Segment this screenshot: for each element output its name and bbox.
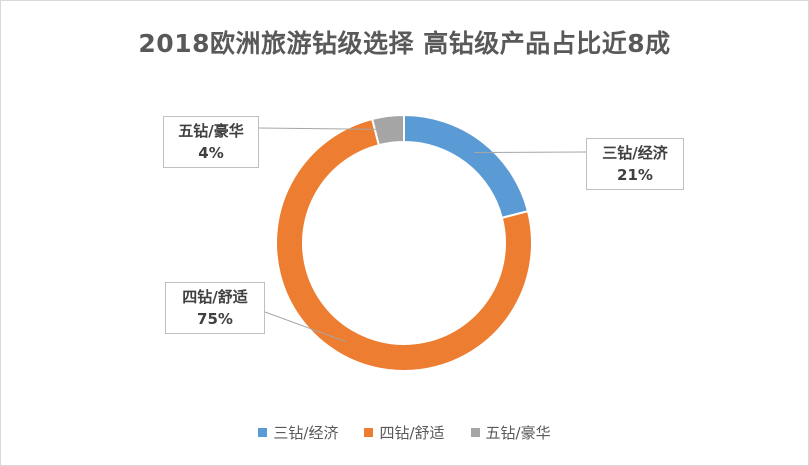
legend-item-three-diamond: 三钻/经济 (258, 422, 338, 443)
legend-item-four-diamond: 四钻/舒适 (364, 422, 445, 443)
legend-label: 四钻/舒适 (379, 424, 445, 442)
data-label-percent: 21% (617, 166, 653, 184)
doughnut-slice-four-diamond (275, 117, 533, 372)
data-label-four-diamond: 四钻/舒适 75% (165, 282, 265, 334)
doughnut-slice-five-diamond (370, 113, 405, 147)
leader-line-five-diamond (258, 127, 390, 130)
data-label-name: 三钻/经济 (602, 144, 668, 162)
leader-line-three-diamond (474, 151, 587, 154)
data-label-three-diamond: 三钻/经济 21% (586, 138, 684, 190)
data-label-name: 五钻/豪华 (178, 122, 244, 140)
legend-swatch (258, 428, 268, 437)
data-label-percent: 75% (197, 310, 233, 328)
legend: 三钻/经济 四钻/舒适 五钻/豪华 (0, 422, 809, 443)
data-label-percent: 4% (198, 144, 224, 162)
legend-label: 三钻/经济 (273, 424, 339, 442)
data-label-five-diamond: 五钻/豪华 4% (163, 116, 259, 168)
legend-label: 五钻/豪华 (485, 424, 551, 442)
legend-swatch (470, 428, 480, 437)
legend-item-five-diamond: 五钻/豪华 (470, 422, 551, 443)
legend-swatch (364, 428, 374, 437)
doughnut-slice-three-diamond (403, 113, 530, 220)
chart-title: 2018欧洲旅游钻级选择 高钻级产品占比近8成 (138, 29, 671, 58)
data-label-name: 四钻/舒适 (182, 288, 248, 306)
leader-line-four-diamond (264, 311, 346, 343)
